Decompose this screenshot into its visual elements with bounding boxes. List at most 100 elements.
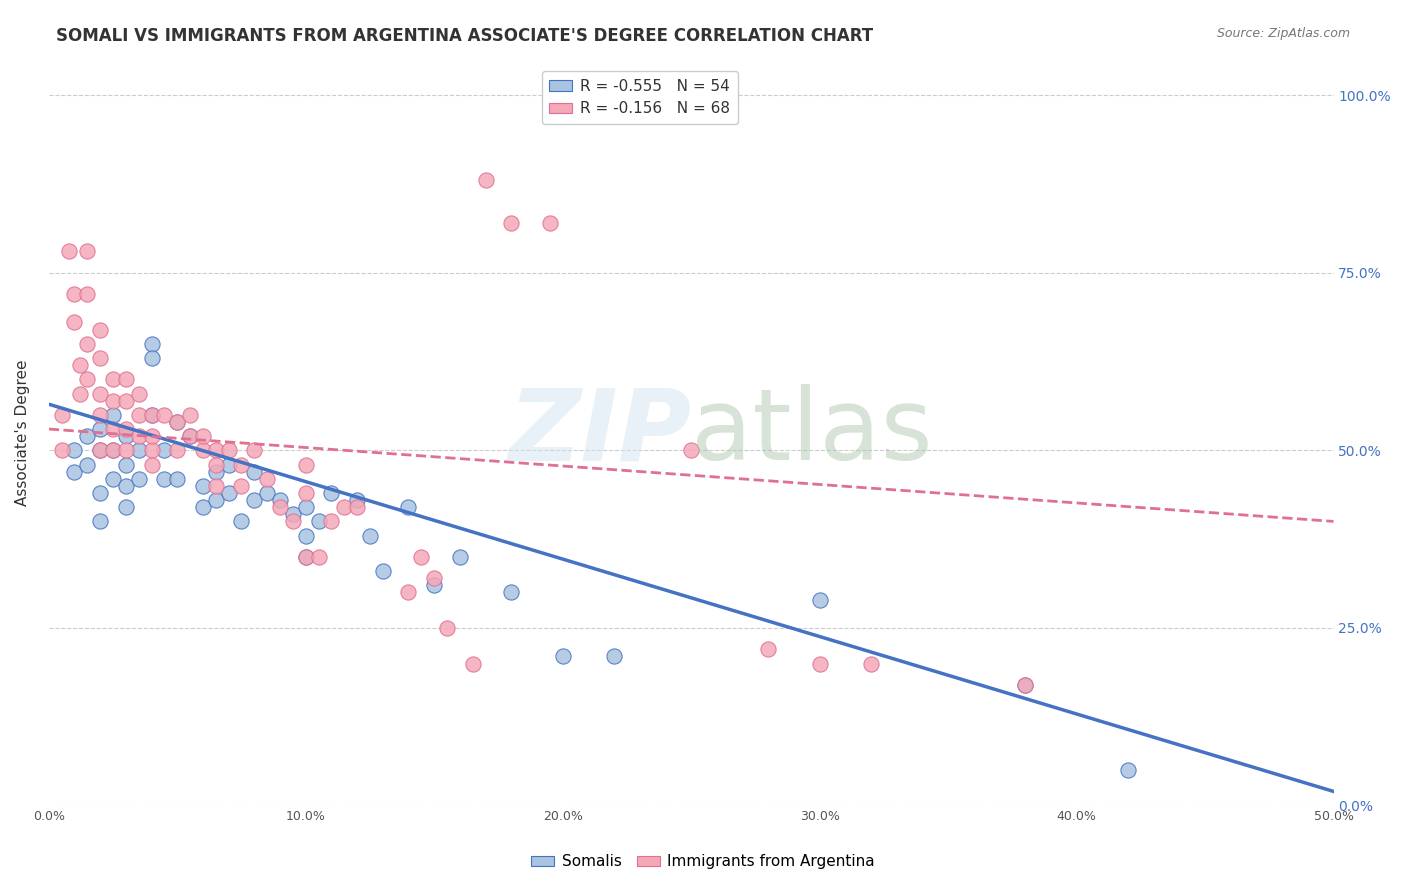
Point xyxy=(141,429,163,443)
Point xyxy=(76,287,98,301)
Point xyxy=(58,244,80,259)
Point xyxy=(69,358,91,372)
Point xyxy=(461,657,484,671)
Point xyxy=(269,493,291,508)
Point xyxy=(179,429,201,443)
Point xyxy=(204,458,226,472)
Point xyxy=(538,216,561,230)
Point xyxy=(231,515,253,529)
Point xyxy=(114,429,136,443)
Point xyxy=(153,472,176,486)
Point xyxy=(141,408,163,422)
Point xyxy=(101,472,124,486)
Point xyxy=(756,642,779,657)
Point xyxy=(179,408,201,422)
Point xyxy=(398,500,420,515)
Y-axis label: Associate's Degree: Associate's Degree xyxy=(15,359,30,506)
Point xyxy=(449,549,471,564)
Point xyxy=(63,443,86,458)
Point xyxy=(63,465,86,479)
Point xyxy=(191,479,214,493)
Point xyxy=(51,443,73,458)
Legend: Somalis, Immigrants from Argentina: Somalis, Immigrants from Argentina xyxy=(524,848,882,875)
Point xyxy=(346,493,368,508)
Point xyxy=(256,486,278,500)
Point xyxy=(218,458,240,472)
Point xyxy=(231,479,253,493)
Point xyxy=(359,528,381,542)
Point xyxy=(179,429,201,443)
Point xyxy=(114,500,136,515)
Point xyxy=(294,486,316,500)
Text: atlas: atlas xyxy=(692,384,932,481)
Point xyxy=(603,649,626,664)
Point xyxy=(333,500,356,515)
Point xyxy=(76,429,98,443)
Point xyxy=(501,585,523,599)
Point xyxy=(551,649,574,664)
Point xyxy=(128,472,150,486)
Point xyxy=(89,408,111,422)
Point xyxy=(204,443,226,458)
Point xyxy=(1116,763,1139,777)
Point xyxy=(114,479,136,493)
Point xyxy=(89,386,111,401)
Point xyxy=(69,386,91,401)
Point xyxy=(218,443,240,458)
Point xyxy=(89,322,111,336)
Point xyxy=(51,408,73,422)
Point xyxy=(114,393,136,408)
Point xyxy=(411,549,433,564)
Point xyxy=(166,443,188,458)
Point xyxy=(346,500,368,515)
Point xyxy=(294,528,316,542)
Point xyxy=(89,515,111,529)
Point xyxy=(114,458,136,472)
Point xyxy=(204,493,226,508)
Point xyxy=(321,515,343,529)
Point xyxy=(89,443,111,458)
Point xyxy=(204,479,226,493)
Point xyxy=(281,508,304,522)
Point xyxy=(101,422,124,436)
Point xyxy=(166,472,188,486)
Point xyxy=(501,216,523,230)
Point xyxy=(859,657,882,671)
Point xyxy=(1014,678,1036,692)
Point xyxy=(76,336,98,351)
Point xyxy=(114,372,136,386)
Point xyxy=(308,549,330,564)
Point xyxy=(1014,678,1036,692)
Point xyxy=(294,458,316,472)
Point xyxy=(101,393,124,408)
Point xyxy=(141,336,163,351)
Point xyxy=(63,316,86,330)
Point xyxy=(294,549,316,564)
Point xyxy=(114,422,136,436)
Point xyxy=(141,443,163,458)
Point xyxy=(128,386,150,401)
Point xyxy=(231,458,253,472)
Point xyxy=(436,621,458,635)
Point xyxy=(101,372,124,386)
Point xyxy=(191,500,214,515)
Point xyxy=(76,458,98,472)
Point xyxy=(101,408,124,422)
Point xyxy=(398,585,420,599)
Point xyxy=(166,415,188,429)
Point xyxy=(269,500,291,515)
Point xyxy=(63,287,86,301)
Point xyxy=(243,465,266,479)
Point xyxy=(191,443,214,458)
Point xyxy=(89,486,111,500)
Text: ZIP: ZIP xyxy=(508,384,692,481)
Point xyxy=(141,351,163,365)
Text: Source: ZipAtlas.com: Source: ZipAtlas.com xyxy=(1216,27,1350,40)
Point xyxy=(423,578,446,592)
Point xyxy=(218,486,240,500)
Point xyxy=(76,244,98,259)
Point xyxy=(101,443,124,458)
Point xyxy=(281,515,304,529)
Point xyxy=(294,549,316,564)
Point xyxy=(114,443,136,458)
